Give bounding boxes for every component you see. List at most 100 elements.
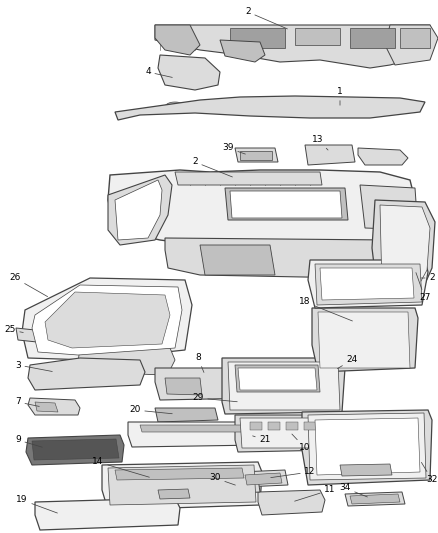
Text: 10: 10 bbox=[292, 434, 311, 453]
Polygon shape bbox=[318, 107, 322, 111]
Polygon shape bbox=[227, 100, 243, 108]
Polygon shape bbox=[165, 238, 395, 278]
Polygon shape bbox=[357, 107, 363, 111]
Text: 9: 9 bbox=[15, 435, 42, 447]
Text: 12: 12 bbox=[271, 467, 316, 478]
Polygon shape bbox=[240, 418, 332, 448]
Polygon shape bbox=[297, 100, 313, 108]
Text: 18: 18 bbox=[299, 297, 353, 321]
Polygon shape bbox=[155, 25, 430, 68]
Polygon shape bbox=[220, 40, 265, 62]
Polygon shape bbox=[155, 408, 218, 422]
Text: 2: 2 bbox=[421, 273, 435, 282]
Polygon shape bbox=[380, 205, 430, 292]
Polygon shape bbox=[352, 99, 388, 113]
Text: 3: 3 bbox=[15, 360, 52, 372]
Polygon shape bbox=[28, 398, 80, 415]
Polygon shape bbox=[320, 268, 414, 300]
Polygon shape bbox=[304, 422, 316, 430]
Polygon shape bbox=[358, 148, 408, 165]
Polygon shape bbox=[228, 362, 340, 410]
Polygon shape bbox=[20, 329, 32, 341]
Polygon shape bbox=[16, 328, 37, 342]
Polygon shape bbox=[295, 28, 340, 45]
Polygon shape bbox=[308, 260, 428, 308]
Text: 32: 32 bbox=[421, 463, 438, 484]
Polygon shape bbox=[225, 397, 278, 410]
Polygon shape bbox=[268, 422, 280, 430]
Text: 34: 34 bbox=[339, 483, 367, 497]
Polygon shape bbox=[26, 435, 124, 465]
Polygon shape bbox=[302, 410, 432, 485]
Polygon shape bbox=[235, 395, 246, 402]
Text: 14: 14 bbox=[92, 457, 149, 477]
Polygon shape bbox=[35, 402, 58, 412]
Polygon shape bbox=[235, 148, 278, 162]
Polygon shape bbox=[350, 28, 395, 48]
Polygon shape bbox=[222, 358, 345, 414]
Polygon shape bbox=[32, 285, 182, 355]
Polygon shape bbox=[238, 368, 317, 390]
Polygon shape bbox=[22, 278, 192, 360]
Polygon shape bbox=[165, 102, 185, 112]
Polygon shape bbox=[322, 422, 334, 430]
Polygon shape bbox=[102, 462, 262, 510]
Polygon shape bbox=[240, 151, 272, 160]
Text: 4: 4 bbox=[145, 68, 172, 77]
Polygon shape bbox=[240, 470, 288, 487]
Polygon shape bbox=[128, 422, 262, 447]
Text: 19: 19 bbox=[16, 496, 57, 513]
Polygon shape bbox=[400, 28, 430, 48]
Text: 24: 24 bbox=[337, 356, 357, 369]
Polygon shape bbox=[345, 492, 405, 506]
Polygon shape bbox=[350, 494, 400, 504]
Polygon shape bbox=[235, 415, 338, 452]
Polygon shape bbox=[385, 25, 438, 65]
Text: 2: 2 bbox=[192, 157, 233, 177]
Polygon shape bbox=[360, 185, 418, 230]
Text: 8: 8 bbox=[195, 353, 204, 373]
Text: 25: 25 bbox=[4, 326, 23, 335]
Text: 20: 20 bbox=[129, 406, 172, 415]
Polygon shape bbox=[235, 365, 320, 392]
Polygon shape bbox=[167, 37, 173, 43]
Polygon shape bbox=[108, 175, 172, 245]
Text: 11: 11 bbox=[295, 486, 336, 501]
Polygon shape bbox=[177, 37, 183, 43]
Text: 13: 13 bbox=[312, 135, 328, 150]
Polygon shape bbox=[155, 368, 260, 400]
Polygon shape bbox=[115, 468, 244, 480]
Polygon shape bbox=[230, 28, 285, 48]
Polygon shape bbox=[245, 473, 282, 485]
Polygon shape bbox=[220, 478, 260, 494]
Polygon shape bbox=[165, 378, 202, 395]
Polygon shape bbox=[225, 188, 348, 220]
Polygon shape bbox=[305, 145, 355, 165]
Polygon shape bbox=[158, 107, 162, 111]
Polygon shape bbox=[158, 489, 190, 499]
Polygon shape bbox=[286, 422, 298, 430]
Polygon shape bbox=[28, 358, 145, 390]
Polygon shape bbox=[45, 292, 170, 348]
Text: 2: 2 bbox=[245, 7, 287, 29]
Polygon shape bbox=[200, 245, 275, 275]
Polygon shape bbox=[78, 348, 175, 375]
Polygon shape bbox=[115, 96, 425, 120]
Polygon shape bbox=[315, 264, 422, 305]
Polygon shape bbox=[230, 191, 342, 218]
Text: 1: 1 bbox=[337, 87, 343, 105]
Polygon shape bbox=[258, 490, 325, 515]
Polygon shape bbox=[308, 413, 426, 480]
Text: 7: 7 bbox=[15, 398, 39, 407]
Polygon shape bbox=[187, 37, 193, 43]
Polygon shape bbox=[318, 312, 410, 368]
Text: 29: 29 bbox=[192, 393, 237, 402]
Polygon shape bbox=[108, 465, 256, 505]
Polygon shape bbox=[155, 25, 200, 55]
Polygon shape bbox=[372, 200, 435, 298]
Text: 39: 39 bbox=[222, 143, 245, 154]
Text: 30: 30 bbox=[209, 473, 235, 485]
Text: 26: 26 bbox=[9, 273, 48, 297]
Polygon shape bbox=[32, 439, 119, 460]
Polygon shape bbox=[237, 107, 243, 111]
